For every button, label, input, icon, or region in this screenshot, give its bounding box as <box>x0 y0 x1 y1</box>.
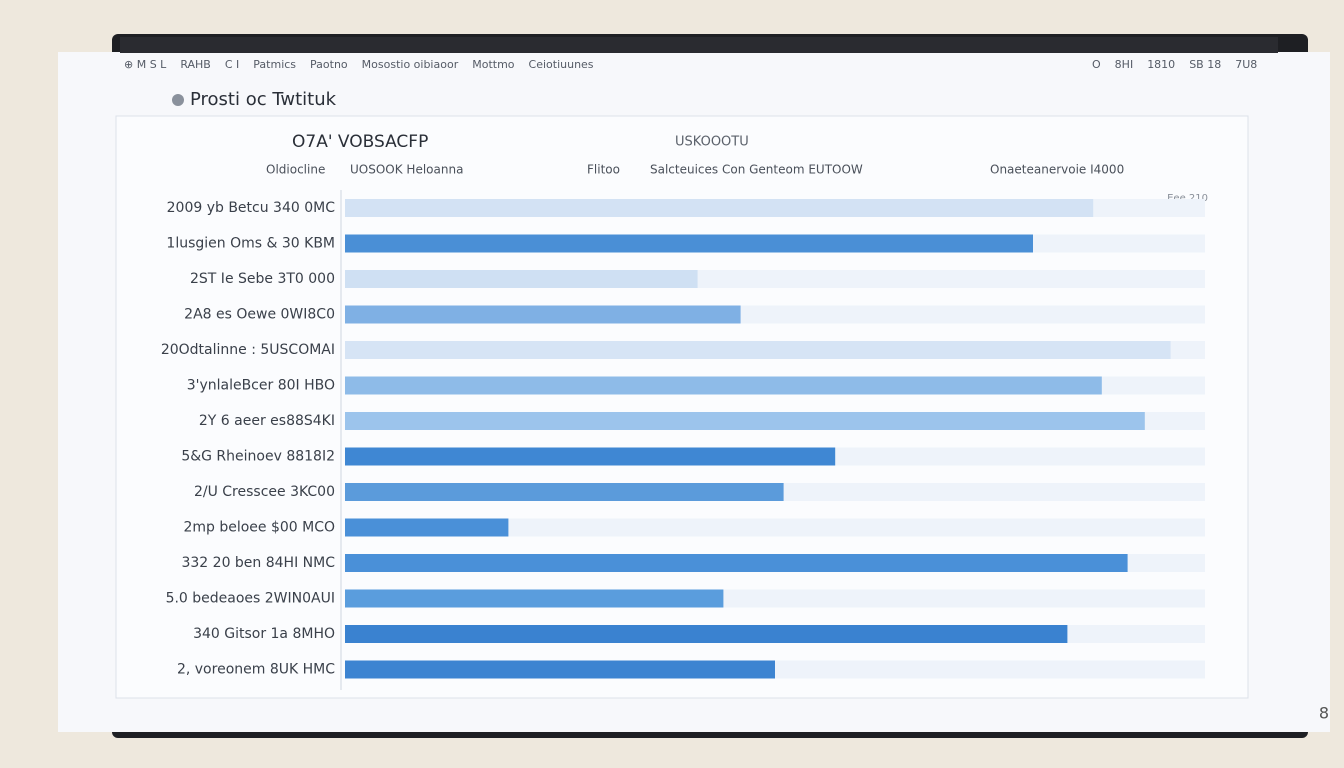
toolbar-item[interactable]: 8HI <box>1114 58 1134 71</box>
title-bar <box>120 37 1278 53</box>
menu-item[interactable]: RAHB <box>180 58 211 71</box>
toolbar-item[interactable]: SB 18 <box>1189 58 1222 71</box>
column-header: Salcteuices Con Genteom EUTOOW <box>650 163 863 177</box>
y-tick-label: 5.0 bedeaoes 2WIN0AUI <box>166 591 335 607</box>
bar <box>345 589 724 608</box>
corner-number: 8 <box>1319 704 1329 723</box>
bar <box>345 483 784 501</box>
bar <box>345 305 741 324</box>
bar <box>345 412 1145 430</box>
y-tick-label: 2ST Ie Sebe 3T0 000 <box>190 271 335 287</box>
toolbar: O 8HI 1810 SB 18 7U8 <box>1092 58 1271 71</box>
y-tick-label: 340 Gitsor 1a 8MHO <box>193 626 335 642</box>
menu-item[interactable]: Mottmo <box>472 58 515 71</box>
menu-item[interactable]: Paotno <box>310 58 348 71</box>
bar-track <box>345 518 1205 537</box>
y-tick-label: 5&G Rheinoev 8818I2 <box>181 449 335 465</box>
y-tick-label: 2mp beloee $00 MCO <box>183 520 335 536</box>
menu-item[interactable]: Patmics <box>253 58 297 71</box>
column-header: Onaeteanervoie I4000 <box>990 163 1124 177</box>
menu-item[interactable]: Ceiotiuunes <box>528 58 594 71</box>
y-tick-label: 2009 yb Betcu 340 0MC <box>167 200 336 216</box>
menu-bar: ⊕ M S L RAHB C I Patmics Paotno Mosostio oibi… <box>124 58 608 71</box>
toolbar-item[interactable]: 7U8 <box>1235 58 1258 71</box>
bar <box>345 518 509 537</box>
unit-label: USKOOOTU <box>675 135 749 150</box>
chart-subtitle: O7A' VOBSACFP <box>292 132 428 152</box>
y-tick-label: 2Y 6 aeer es88S4KI <box>199 413 335 429</box>
column-header: UOSOOK Heloanna <box>350 163 463 177</box>
y-tick-label: 2/U Cresscee 3KC00 <box>194 484 335 500</box>
menu-item[interactable]: C I <box>224 58 240 71</box>
column-header: Oldiocline <box>266 163 325 177</box>
bar <box>345 341 1171 359</box>
bar <box>345 554 1128 572</box>
y-tick-label: 3'ynlaleBcer 80I HBO <box>187 378 335 394</box>
bar <box>345 660 775 679</box>
chart-title: Prosti oc Twtituk <box>190 89 337 110</box>
y-tick-label: 332 20 ben 84HI NMC <box>181 555 335 571</box>
bar <box>345 625 1068 643</box>
menu-item[interactable]: Mosostio oibiaoor <box>361 58 459 71</box>
y-tick-label: 1lusgien Oms & 30 KBM <box>166 236 335 252</box>
corner-note: Eee 210 <box>1167 193 1208 204</box>
menu-item[interactable]: ⊕ M S L <box>124 58 167 71</box>
toolbar-item[interactable]: 1810 <box>1147 58 1176 71</box>
bar <box>345 270 698 288</box>
bar <box>345 199 1094 217</box>
column-header: Flitoo <box>587 163 620 177</box>
y-tick-label: 20Odtalinne : 5USCOMAI <box>161 342 335 358</box>
y-tick-label: 2A8 es Oewe 0WI8C0 <box>184 307 335 323</box>
bar <box>345 376 1102 395</box>
bar <box>345 447 836 466</box>
app-icon <box>172 94 184 106</box>
y-tick-label: 2, voreonem 8UK HMC <box>177 662 335 678</box>
toolbar-item[interactable]: O <box>1092 58 1101 71</box>
bar <box>345 234 1033 253</box>
